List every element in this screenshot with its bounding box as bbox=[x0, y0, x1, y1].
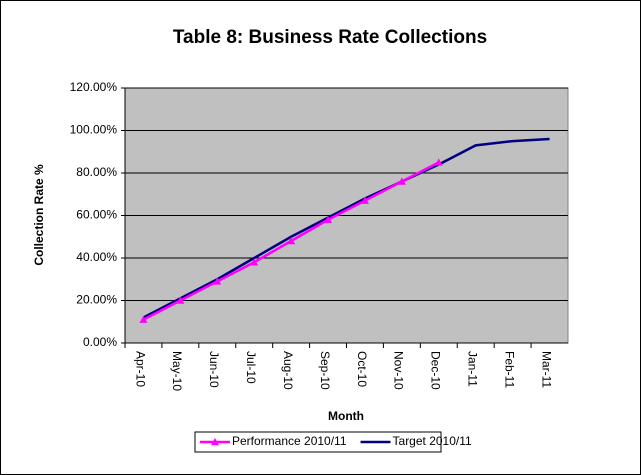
y-tick-label: 120.00% bbox=[70, 80, 118, 94]
point-marker bbox=[324, 215, 333, 223]
legend-label: Performance 2010/11 bbox=[232, 434, 347, 448]
x-axis-title: Month bbox=[328, 409, 364, 423]
x-tick-label: Oct-10 bbox=[355, 351, 369, 387]
x-tick-label: Apr-10 bbox=[133, 351, 147, 387]
point-marker bbox=[397, 177, 406, 185]
x-tick-label: Jan-11 bbox=[466, 351, 480, 387]
y-tick-label: 80.00% bbox=[76, 165, 117, 179]
point-marker bbox=[176, 296, 185, 304]
x-tick-label: Nov-10 bbox=[392, 351, 406, 390]
chart-title: Table 8: Business Rate Collections bbox=[173, 27, 487, 48]
y-tick-label: 100.00% bbox=[70, 123, 118, 137]
x-tick-label: Feb-11 bbox=[502, 351, 516, 388]
y-tick-label: 20.00% bbox=[76, 293, 117, 307]
x-tick-label: Mar-11 bbox=[539, 351, 553, 388]
point-marker bbox=[434, 158, 443, 166]
x-tick-label: Aug-10 bbox=[281, 351, 295, 390]
y-tick-label: 40.00% bbox=[76, 250, 117, 264]
point-marker bbox=[360, 196, 369, 204]
x-tick-label: Jul-10 bbox=[244, 351, 258, 384]
x-tick-label: Sep-10 bbox=[318, 351, 332, 390]
y-axis-title: Collection Rate % bbox=[32, 164, 46, 266]
legend-marker bbox=[211, 438, 219, 446]
point-marker bbox=[139, 315, 148, 323]
x-tick-label: May-10 bbox=[170, 351, 184, 391]
x-tick-label: Jun-10 bbox=[207, 351, 221, 388]
legend-label: Target 2010/11 bbox=[393, 434, 472, 448]
series-line bbox=[142, 137, 550, 319]
x-tick-label: Dec-10 bbox=[429, 351, 443, 390]
point-marker bbox=[213, 277, 222, 285]
point-marker bbox=[250, 258, 259, 266]
point-marker bbox=[287, 237, 296, 245]
y-tick-label: 0.00% bbox=[83, 335, 117, 349]
y-tick-label: 60.00% bbox=[76, 208, 117, 222]
legend-box bbox=[194, 431, 442, 453]
